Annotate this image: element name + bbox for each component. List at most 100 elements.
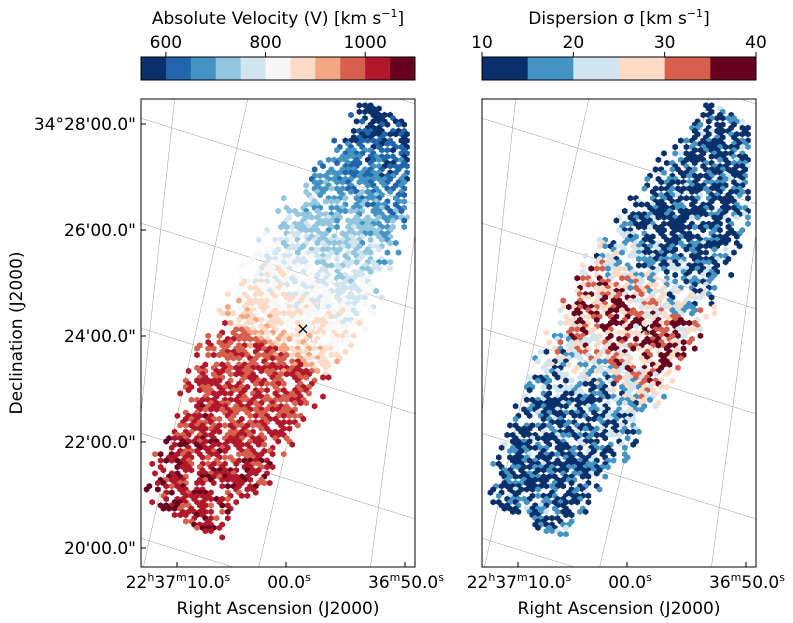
- dispersion-colorbar-frame: [481, 56, 757, 81]
- dispersion-pixel: [496, 454, 502, 461]
- velocity-pixel: [166, 505, 172, 512]
- xtick-label: 00.0s: [608, 571, 652, 593]
- velocity-pixel: [292, 399, 298, 407]
- dispersion-pixel: [554, 508, 561, 515]
- velocity-pixel: [219, 508, 225, 515]
- dispersion-pixel: [664, 371, 670, 378]
- dispersion-pixel: [711, 284, 718, 291]
- velocity-pixel: [281, 380, 287, 387]
- dispersion-pixel: [644, 303, 650, 311]
- velocity-pixel: [247, 284, 253, 291]
- velocity-pixel: [387, 188, 393, 195]
- velocity-pixel: [225, 476, 231, 483]
- dispersion-pixel: [728, 271, 734, 279]
- velocity-pixel: [334, 159, 340, 167]
- dispersion-pixel: [613, 319, 620, 327]
- velocity-pixel: [227, 390, 234, 397]
- velocity-pixel: [205, 351, 211, 359]
- dispersion-pixel: [566, 431, 572, 439]
- velocity-pixel: [283, 396, 290, 403]
- velocity-pixel: [230, 310, 237, 317]
- dispersion-pixel: [722, 239, 729, 247]
- dispersion-pixel: [664, 383, 670, 391]
- dispersion-pixel: [630, 441, 636, 448]
- dispersion-pixel: [644, 175, 650, 183]
- dispersion-pixel: [686, 223, 692, 231]
- velocity-pixel: [169, 444, 175, 451]
- velocity-pixel: [216, 415, 223, 423]
- dispersion-pixel: [678, 150, 684, 157]
- velocity-pixel: [261, 479, 267, 487]
- velocity-pixel: [177, 511, 183, 519]
- velocity-pixel: [205, 454, 211, 461]
- dispersion-pixel: [588, 265, 594, 272]
- velocity-pixel: [236, 284, 242, 291]
- velocity-pixel: [160, 467, 167, 474]
- dispersion-pixel: [532, 444, 538, 451]
- dispersion-pixel: [689, 214, 695, 221]
- dispersion-pixel: [666, 361, 673, 368]
- xtick-label: 22h37m10.0s: [467, 571, 572, 593]
- dispersion-pixel: [594, 259, 600, 266]
- velocity-pixel: [314, 367, 321, 375]
- velocity-pixel: [362, 108, 368, 115]
- dispersion-pixel: [568, 511, 575, 519]
- velocity-pixel: [225, 291, 231, 298]
- velocity-pixel: [370, 310, 377, 317]
- dispersion-pixel: [739, 131, 746, 138]
- dispersion-pixel: [585, 492, 592, 499]
- dispersion-pixel: [700, 111, 706, 119]
- velocity-pixel: [359, 278, 365, 285]
- velocity-pixel: [253, 470, 259, 477]
- dispersion-pixel: [661, 169, 667, 176]
- velocity-pixel: [222, 390, 228, 397]
- dispersion-pixel: [535, 435, 541, 442]
- dispersion-pixel: [605, 265, 611, 272]
- ra-gridline: [370, 232, 415, 567]
- dispersion-pixel: [546, 383, 552, 391]
- ytick-label: 26'00.0": [64, 221, 136, 241]
- dispersion-pixel: [703, 243, 709, 250]
- dispersion-pixel: [594, 316, 600, 323]
- dispersion-pixel: [694, 214, 701, 221]
- dispersion-pixel: [554, 387, 561, 394]
- velocity-pixel: [317, 191, 323, 199]
- dispersion-pixel: [585, 473, 592, 480]
- velocity-pixel: [306, 390, 312, 397]
- velocity-pixel: [258, 380, 265, 387]
- dispersion-pixel: [616, 399, 622, 407]
- dispersion-pixel: [692, 223, 698, 231]
- dispersion-pixel: [711, 246, 718, 253]
- dispersion-pixel: [498, 444, 505, 451]
- velocity-pixel: [225, 310, 231, 317]
- velocity-pixel: [208, 502, 214, 509]
- velocity-pixel: [247, 335, 253, 343]
- velocity-pixel: [225, 303, 231, 311]
- dispersion-pixel: [627, 252, 634, 259]
- dispersion-pixel: [510, 508, 516, 515]
- dispersion-pixel: [501, 505, 508, 512]
- velocity-pixel: [348, 284, 354, 291]
- velocity-pixel: [345, 262, 351, 269]
- dispersion-pixel: [591, 358, 597, 365]
- dispersion-pixel: [655, 214, 662, 221]
- dispersion-pixel: [619, 249, 625, 256]
- dispersion-pixel: [655, 342, 662, 349]
- dispersion-pixel: [560, 431, 566, 439]
- velocity-pixel: [160, 505, 167, 512]
- velocity-pixel: [325, 156, 332, 163]
- dispersion-pixel: [641, 185, 648, 192]
- velocity-pixel: [258, 367, 265, 375]
- dec-gridline: [141, 117, 415, 205]
- dispersion-pixel: [675, 287, 681, 295]
- dispersion-pixel: [708, 153, 715, 160]
- velocity-pixel: [155, 486, 161, 493]
- dispersion-pixel: [619, 275, 625, 282]
- velocity-pixel: [362, 300, 368, 307]
- velocity-pixel: [345, 243, 351, 250]
- velocity-pixel: [331, 137, 337, 144]
- velocity-pixel: [387, 131, 393, 138]
- velocity-pixel: [309, 214, 315, 221]
- dispersion-map-frame: [481, 98, 757, 568]
